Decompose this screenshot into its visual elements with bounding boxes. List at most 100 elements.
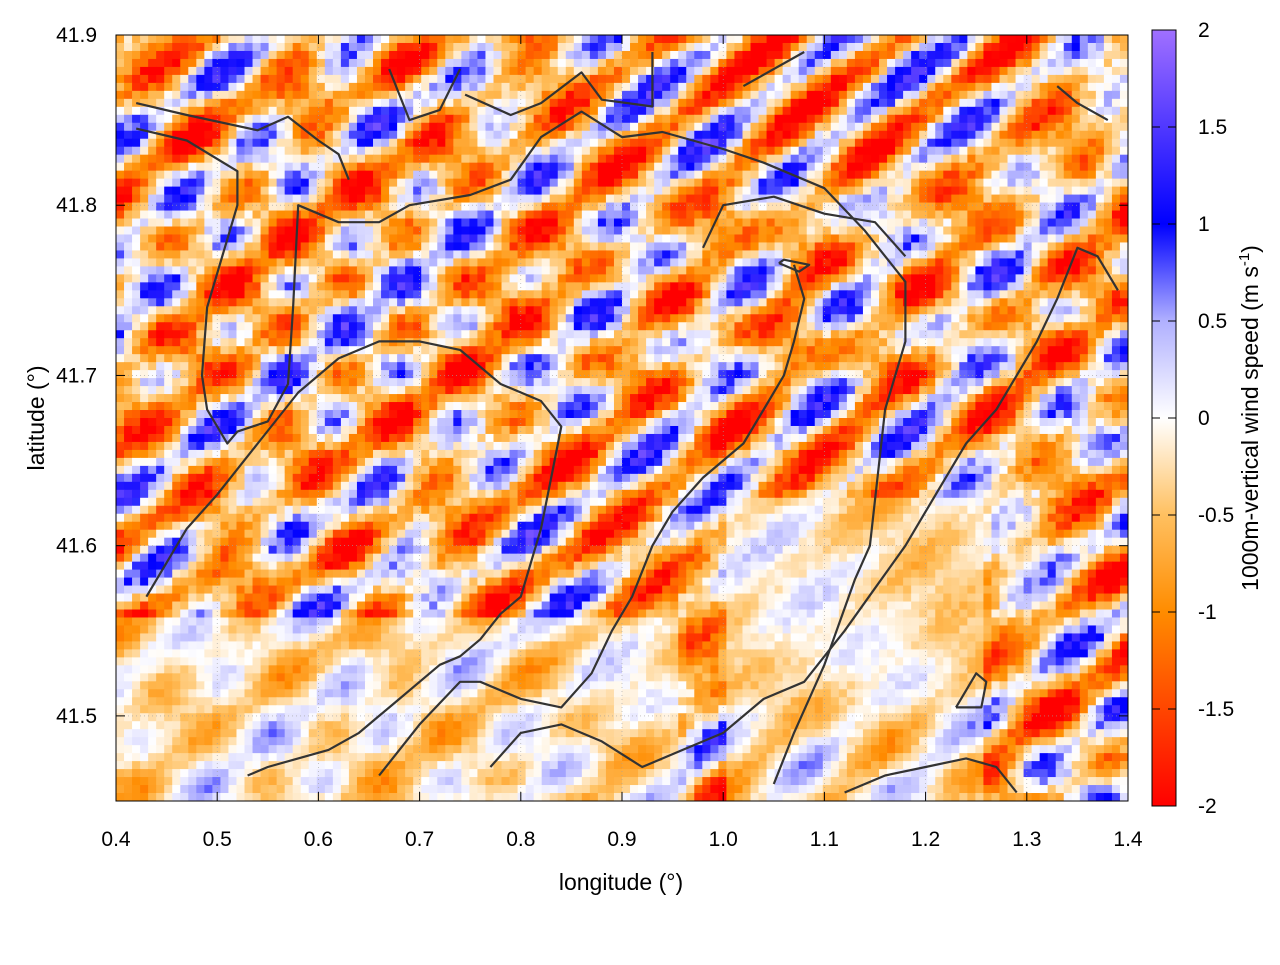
heatmap-cell: [967, 178, 976, 188]
heatmap-cell: [967, 138, 976, 148]
heatmap-cell: [517, 42, 527, 52]
heatmap-cell: [1103, 98, 1113, 108]
heatmap-cell: [292, 186, 302, 196]
heatmap-cell: [268, 35, 278, 44]
heatmap-cell: [822, 130, 832, 140]
heatmap-cell: [686, 314, 695, 323]
heatmap-cell: [1007, 186, 1017, 196]
heatmap-cell: [1087, 50, 1097, 60]
heatmap-cell: [999, 58, 1009, 68]
heatmap-cell: [276, 266, 286, 275]
heatmap-cell: [533, 282, 543, 291]
heatmap-cell: [348, 90, 358, 100]
heatmap-cell: [830, 242, 840, 252]
heatmap-cell: [180, 290, 189, 299]
heatmap-cell: [453, 122, 462, 132]
heatmap-cell: [260, 82, 270, 92]
heatmap-cell: [1031, 210, 1041, 220]
heatmap-cell: [597, 146, 607, 156]
heatmap-cell: [999, 66, 1009, 76]
heatmap-cell: [405, 130, 414, 140]
heatmap-cell: [300, 242, 310, 252]
heatmap-cell: [838, 266, 848, 275]
heatmap-cell: [356, 242, 366, 252]
heatmap-cell: [453, 202, 462, 212]
heatmap-cell: [252, 330, 262, 339]
heatmap-cell: [734, 314, 744, 323]
heatmap-cell: [477, 306, 487, 315]
heatmap-cell: [172, 146, 181, 156]
heatmap-cell: [959, 274, 968, 283]
heatmap-cell: [316, 66, 326, 76]
heatmap-cell: [1103, 66, 1113, 76]
heatmap-cell: [148, 170, 157, 180]
heatmap-cell: [381, 290, 390, 299]
heatmap-cell: [348, 170, 358, 180]
heatmap-cell: [1031, 250, 1041, 260]
heatmap-cell: [943, 266, 952, 275]
heatmap-cell: [862, 282, 872, 291]
heatmap-cell: [830, 306, 840, 315]
heatmap-cell: [919, 218, 928, 228]
heatmap-cell: [348, 154, 358, 164]
heatmap-cell: [461, 138, 470, 148]
heatmap-cell: [951, 258, 960, 267]
heatmap-cell: [903, 274, 912, 283]
heatmap-cell: [517, 274, 527, 283]
heatmap-cell: [718, 42, 728, 52]
heatmap-cell: [630, 218, 639, 228]
heatmap-cell: [999, 234, 1009, 244]
heatmap-cell: [509, 322, 519, 331]
heatmap-cell: [236, 194, 246, 204]
heatmap-cell: [862, 114, 872, 124]
heatmap-cell: [798, 98, 808, 108]
heatmap-cell: [324, 50, 334, 60]
heatmap-cell: [565, 282, 575, 291]
heatmap-cell: [846, 258, 856, 267]
heatmap-cell: [204, 266, 213, 275]
heatmap-cell: [879, 330, 888, 339]
heatmap-cell: [413, 202, 422, 212]
heatmap-cell: [670, 82, 679, 92]
heatmap-cell: [445, 314, 454, 323]
heatmap-cell: [517, 210, 527, 220]
heatmap-cell: [413, 330, 422, 339]
heatmap-cell: [654, 186, 663, 196]
heatmap-cell: [903, 162, 912, 172]
heatmap-cell: [260, 90, 270, 100]
heatmap-cell: [862, 274, 872, 283]
heatmap-cell: [951, 90, 960, 100]
heatmap-cell: [116, 58, 125, 68]
heatmap-cell: [204, 346, 213, 355]
heatmap-cell: [509, 226, 519, 236]
heatmap-cell: [356, 314, 366, 323]
heatmap-cell: [895, 98, 904, 108]
heatmap-cell: [1007, 114, 1017, 124]
heatmap-cell: [252, 186, 262, 196]
heatmap-cell: [935, 106, 944, 116]
heatmap-cell: [911, 74, 920, 84]
heatmap-cell: [742, 154, 752, 164]
heatmap-cell: [750, 162, 760, 172]
heatmap-cell: [116, 130, 125, 140]
heatmap-cell: [838, 330, 848, 339]
heatmap-cell: [895, 154, 904, 164]
heatmap-cell: [870, 98, 880, 108]
heatmap-cell: [469, 282, 479, 291]
heatmap-cell: [485, 106, 495, 116]
heatmap-cell: [774, 90, 784, 100]
heatmap-cell: [292, 138, 302, 148]
heatmap-cell: [895, 330, 904, 339]
heatmap-cell: [622, 138, 631, 148]
heatmap-cell: [870, 226, 880, 236]
heatmap-cell: [172, 298, 181, 307]
heatmap-cell: [284, 274, 294, 283]
heatmap-cell: [798, 170, 808, 180]
heatmap-cell: [405, 306, 414, 315]
heatmap-cell: [1047, 282, 1057, 291]
heatmap-cell: [284, 306, 294, 315]
heatmap-cell: [316, 58, 326, 68]
heatmap-cell: [124, 194, 133, 204]
heatmap-cell: [782, 82, 792, 92]
heatmap-cell: [509, 42, 519, 52]
